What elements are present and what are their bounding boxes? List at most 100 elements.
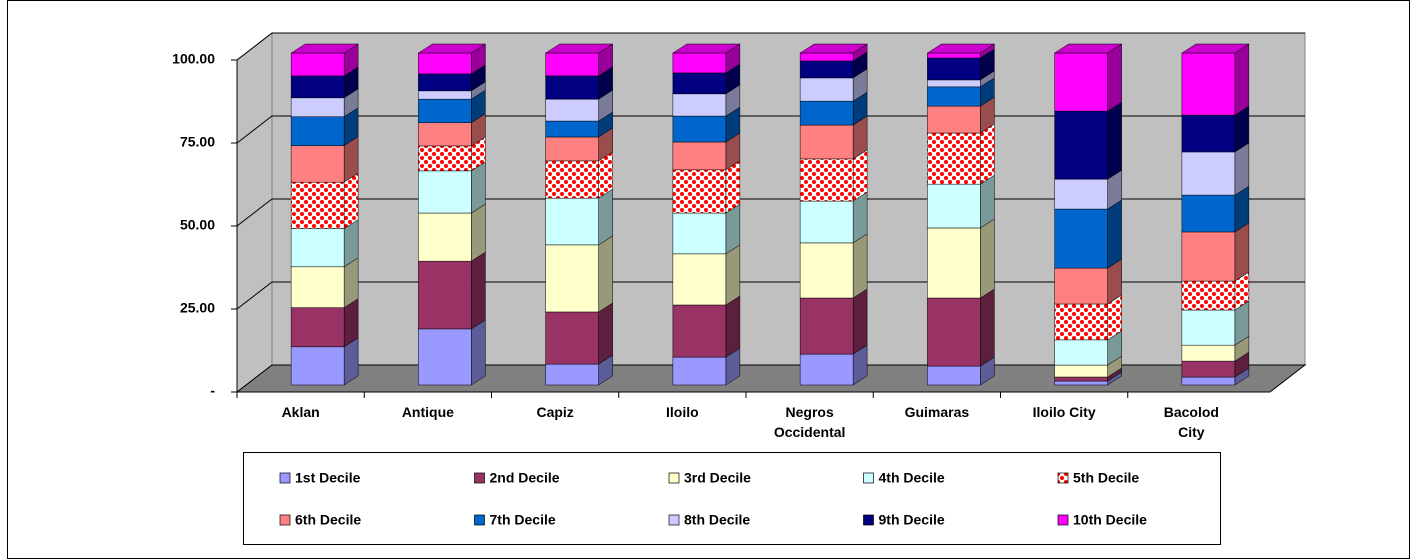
bar bbox=[290, 116, 345, 146]
bar-side bbox=[598, 302, 613, 365]
bar bbox=[672, 93, 727, 117]
y-tick-label: - bbox=[210, 383, 215, 399]
bar bbox=[545, 75, 599, 100]
bar bbox=[545, 197, 599, 246]
bar-side bbox=[980, 123, 995, 185]
bar bbox=[799, 242, 854, 299]
x-tick-label: Iloilo City bbox=[1032, 404, 1096, 420]
bar bbox=[545, 120, 599, 138]
bar-side bbox=[1107, 101, 1122, 180]
bar bbox=[927, 227, 981, 299]
bar bbox=[799, 60, 854, 79]
bar-side bbox=[471, 251, 486, 330]
bar bbox=[672, 72, 727, 95]
bar bbox=[290, 145, 345, 183]
legend-swatch bbox=[668, 472, 680, 484]
bar-side bbox=[980, 218, 995, 299]
bar bbox=[799, 52, 854, 62]
bar bbox=[927, 132, 981, 185]
legend-label: 1st Decile bbox=[295, 470, 361, 486]
bar-side bbox=[1107, 199, 1122, 269]
legend-label: 2nd Decile bbox=[490, 470, 560, 486]
bar bbox=[1181, 360, 1236, 378]
x-tick-label: Bacolod City bbox=[1163, 404, 1219, 440]
bar bbox=[418, 98, 472, 123]
bar bbox=[545, 98, 599, 122]
bar bbox=[418, 122, 472, 147]
bar-top bbox=[544, 43, 614, 54]
bar bbox=[672, 212, 727, 255]
x-tick-label: Iloilo bbox=[666, 404, 699, 420]
bar-side bbox=[471, 319, 486, 386]
bar-side bbox=[598, 188, 613, 246]
bar bbox=[927, 297, 981, 367]
bar bbox=[290, 52, 345, 77]
bar bbox=[799, 158, 854, 202]
bar bbox=[1181, 52, 1236, 116]
bar bbox=[799, 353, 854, 386]
bar bbox=[799, 124, 854, 160]
bar-side bbox=[598, 235, 613, 313]
bar bbox=[1054, 208, 1108, 269]
bar bbox=[672, 52, 727, 74]
bar bbox=[1181, 194, 1236, 233]
bar bbox=[545, 363, 599, 386]
legend-label: 9th Decile bbox=[879, 512, 945, 528]
bar bbox=[799, 100, 854, 126]
bar bbox=[927, 365, 981, 386]
bar bbox=[1054, 110, 1108, 180]
bar bbox=[927, 57, 981, 81]
bar bbox=[1054, 267, 1108, 305]
bar bbox=[418, 73, 472, 92]
bar bbox=[1181, 280, 1236, 311]
bar-side bbox=[852, 233, 868, 299]
floor bbox=[235, 364, 1307, 393]
bar bbox=[545, 244, 599, 313]
legend-label: 4th Decile bbox=[879, 470, 945, 486]
x-tick-label: Antique bbox=[401, 404, 454, 420]
x-tick-label: Aklan bbox=[281, 404, 320, 420]
bar bbox=[418, 170, 472, 214]
bar bbox=[545, 52, 599, 77]
bar-side bbox=[725, 244, 741, 306]
bar bbox=[1054, 380, 1108, 386]
bar bbox=[1054, 364, 1108, 378]
bar bbox=[418, 212, 472, 262]
bar bbox=[1181, 231, 1236, 282]
bar bbox=[927, 79, 981, 88]
bar bbox=[290, 266, 345, 308]
x-tick-label: Capiz bbox=[536, 404, 574, 420]
legend-swatch bbox=[863, 514, 874, 526]
legend-label: 3rd Decile bbox=[684, 470, 751, 486]
bar bbox=[418, 90, 472, 100]
x-tick-label: Guimaras bbox=[904, 404, 970, 420]
bar bbox=[799, 200, 854, 244]
bar bbox=[672, 253, 727, 306]
bar bbox=[672, 356, 727, 386]
bar bbox=[290, 97, 345, 117]
bar bbox=[1181, 309, 1236, 346]
legend-swatch bbox=[474, 472, 485, 484]
legend-swatch bbox=[1057, 472, 1069, 484]
y-tick-label: 75.00 bbox=[180, 134, 215, 150]
bar bbox=[1181, 344, 1236, 362]
bar-top bbox=[672, 43, 741, 54]
x-tick-label: Negros Occidental bbox=[773, 404, 846, 440]
legend-label: 6th Decile bbox=[295, 512, 361, 528]
bar bbox=[290, 75, 345, 99]
bar bbox=[418, 328, 472, 386]
legend-label: 8th Decile bbox=[684, 512, 750, 528]
bar-side bbox=[471, 203, 486, 262]
legend-box bbox=[243, 452, 1221, 545]
y-tick-label: 25.00 bbox=[180, 300, 215, 316]
bar-top bbox=[290, 43, 359, 54]
legend-swatch bbox=[279, 472, 291, 484]
legend-label: 7th Decile bbox=[490, 512, 556, 528]
bar bbox=[1054, 339, 1108, 366]
bar-top bbox=[417, 43, 487, 54]
bar bbox=[418, 260, 472, 330]
bar bbox=[927, 52, 981, 59]
bar-side bbox=[1107, 43, 1122, 112]
